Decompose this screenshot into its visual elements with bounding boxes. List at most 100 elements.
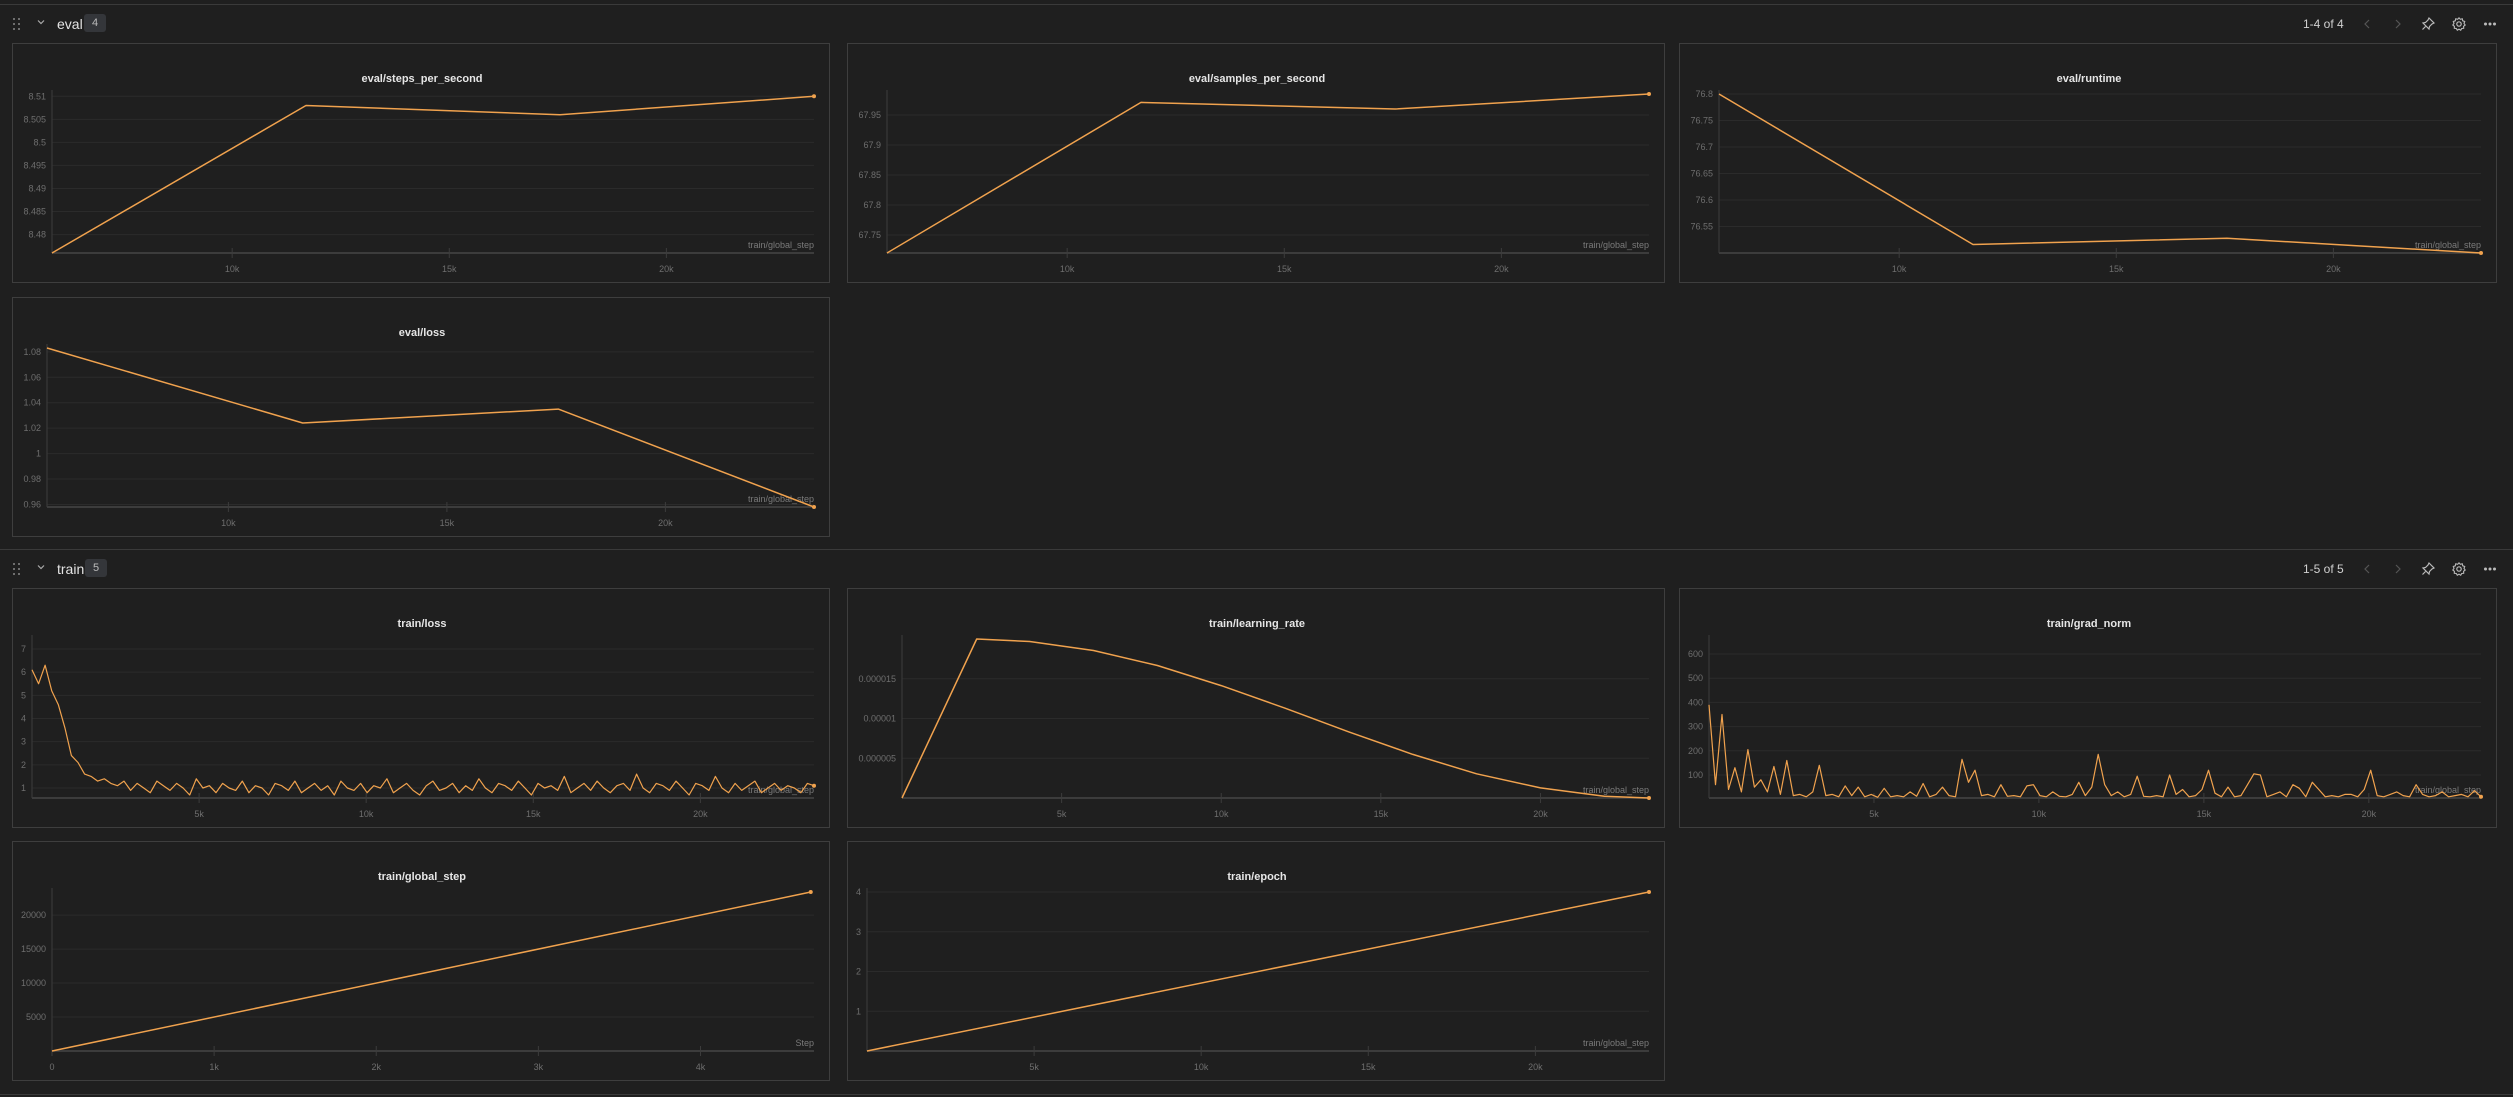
y-tick-label: 1 [21, 783, 26, 793]
drag-handle-icon[interactable] [13, 18, 21, 30]
x-tick-label: 20k [2326, 264, 2341, 274]
chart-title: train/loss [398, 618, 447, 630]
x-tick-label: 15k [1374, 809, 1389, 819]
last-point-marker [812, 783, 816, 788]
y-tick-label: 15000 [21, 944, 46, 954]
drag-handle-icon[interactable] [13, 563, 21, 575]
chart-title: eval/steps_per_second [361, 73, 482, 85]
top-divider [0, 4, 2513, 5]
y-tick-label: 8.49 [28, 183, 46, 193]
y-tick-label: 67.95 [858, 110, 881, 120]
last-point-marker [812, 94, 816, 99]
x-tick-label: 15k [1361, 1062, 1376, 1072]
section-divider [0, 549, 2513, 550]
line-chart: train/global_step 5000 10000 15000 20000 0 1k 2… [21, 871, 814, 1072]
chart-panel-train-epoch[interactable]: train/epoch 1 2 3 4 5k 10k 15k 20k train/global_s… [847, 841, 1665, 1081]
y-tick-label: 8.51 [28, 91, 46, 101]
x-tick-label: 5k [1057, 809, 1067, 819]
more-icon[interactable] [2482, 16, 2498, 32]
y-tick-label: 67.8 [863, 200, 881, 210]
y-tick-label: 3 [21, 737, 26, 747]
line-chart: eval/steps_per_second 8.48 8.485 8.49 8.495 8… [23, 73, 816, 274]
x-tick-label: 10k [1892, 264, 1907, 274]
chart-panel-eval-runtime[interactable]: eval/runtime 76.55 76.6 76.65 76.7 76.75 76.8 1… [1679, 43, 2497, 283]
x-tick-label: 15k [2109, 264, 2124, 274]
chart-panel-train-global-step[interactable]: train/global_step 5000 10000 15000 20000 0 1k 2… [12, 841, 830, 1081]
x-tick-label: 20k [693, 809, 708, 819]
y-tick-label: 5 [21, 690, 26, 700]
more-icon[interactable] [2482, 561, 2498, 577]
series-line[interactable] [51, 891, 811, 1052]
y-tick-label: 76.8 [1695, 89, 1713, 99]
x-tick-label: 10k [1194, 1062, 1209, 1072]
x-tick-label: 15k [442, 264, 457, 274]
y-tick-label: 0.00001 [863, 714, 896, 724]
series-line[interactable] [886, 93, 1650, 254]
x-tick-label: 10k [1060, 264, 1075, 274]
x-tick-label: 5k [1029, 1062, 1039, 1072]
chevron-down-icon[interactable] [36, 562, 46, 572]
x-tick-label: 20k [658, 518, 673, 528]
y-tick-label: 8.5 [33, 137, 46, 147]
series-line[interactable] [31, 664, 815, 796]
chevron-right-icon[interactable] [2390, 561, 2406, 577]
x-tick-label: 15k [2197, 809, 2212, 819]
last-point-marker [1647, 796, 1651, 800]
line-chart: train/learning_rate 0.000005 0.00001 0.0000… [858, 618, 1651, 819]
chart-panel-train-learning-rate[interactable]: train/learning_rate 0.000005 0.00001 0.0000… [847, 588, 1665, 828]
chevron-down-icon[interactable] [36, 17, 46, 27]
y-tick-label: 8.505 [23, 114, 46, 124]
last-point-marker [812, 505, 816, 509]
chart-panel-train-grad-norm[interactable]: train/grad_norm 100 200 300 400 500 600 5k 10k 15… [1679, 588, 2497, 828]
series-line[interactable] [46, 347, 815, 508]
y-tick-label: 200 [1688, 746, 1703, 756]
section-title[interactable]: eval [57, 16, 83, 32]
x-tick-label: 20k [1528, 1062, 1543, 1072]
chart-panel-train-loss[interactable]: train/loss 1 2 3 4 5 6 7 5k 10k 15k 20k train/global… [12, 588, 830, 828]
chart-title: train/grad_norm [2047, 618, 2132, 630]
x-tick-label: 20k [2362, 809, 2377, 819]
last-point-marker [2479, 251, 2483, 255]
chart-panel-eval-samples-per-second[interactable]: eval/samples_per_second 67.75 67.8 67.85 67.… [847, 43, 1665, 283]
line-chart: train/grad_norm 100 200 300 400 500 600 5k 10k 15… [1688, 618, 2483, 819]
last-point-marker [808, 890, 813, 894]
x-axis-label: train/global_step [2415, 240, 2481, 250]
pin-icon[interactable] [2420, 16, 2436, 32]
chevron-left-icon[interactable] [2359, 561, 2375, 577]
chart-title: train/epoch [1227, 871, 1287, 883]
chevron-right-icon[interactable] [2390, 16, 2406, 32]
chart-title: train/global_step [378, 871, 466, 883]
pin-icon[interactable] [2420, 561, 2436, 577]
y-tick-label: 4 [856, 887, 861, 897]
section-title[interactable]: train [57, 561, 85, 577]
chart-title: eval/loss [399, 327, 445, 339]
series-line[interactable] [901, 638, 1650, 799]
x-axis-label: train/global_step [748, 240, 814, 250]
y-tick-label: 100 [1688, 770, 1703, 780]
pagination-label: 1-4 of 4 [2303, 17, 2344, 31]
series-line[interactable] [866, 891, 1650, 1052]
x-tick-label: 10k [359, 809, 374, 819]
x-axis-label: train/global_step [1583, 240, 1649, 250]
y-tick-label: 6 [21, 667, 26, 677]
gear-icon[interactable] [2451, 561, 2467, 577]
bottom-divider [0, 1094, 2513, 1095]
y-tick-label: 1.08 [23, 347, 41, 357]
y-tick-label: 76.65 [1690, 169, 1713, 179]
x-axis-label: train/global_step [1583, 1038, 1649, 1048]
series-line[interactable] [1708, 704, 2482, 798]
y-tick-label: 10000 [21, 978, 46, 988]
chart-panel-eval-loss[interactable]: eval/loss 0.96 0.98 1 1.02 1.04 1.06 1.08 10k 15k… [12, 297, 830, 537]
y-tick-label: 8.485 [23, 207, 46, 217]
y-tick-label: 7 [21, 644, 26, 654]
x-tick-label: 3k [534, 1062, 544, 1072]
x-tick-label: 10k [225, 264, 240, 274]
chart-panel-eval-steps-per-second[interactable]: eval/steps_per_second 8.48 8.485 8.49 8.495 8… [12, 43, 830, 283]
y-tick-label: 1 [36, 449, 41, 459]
chevron-left-icon[interactable] [2359, 16, 2375, 32]
gear-icon[interactable] [2451, 16, 2467, 32]
y-tick-label: 1.02 [23, 423, 41, 433]
series-line[interactable] [51, 95, 815, 254]
series-line[interactable] [1718, 93, 2482, 254]
